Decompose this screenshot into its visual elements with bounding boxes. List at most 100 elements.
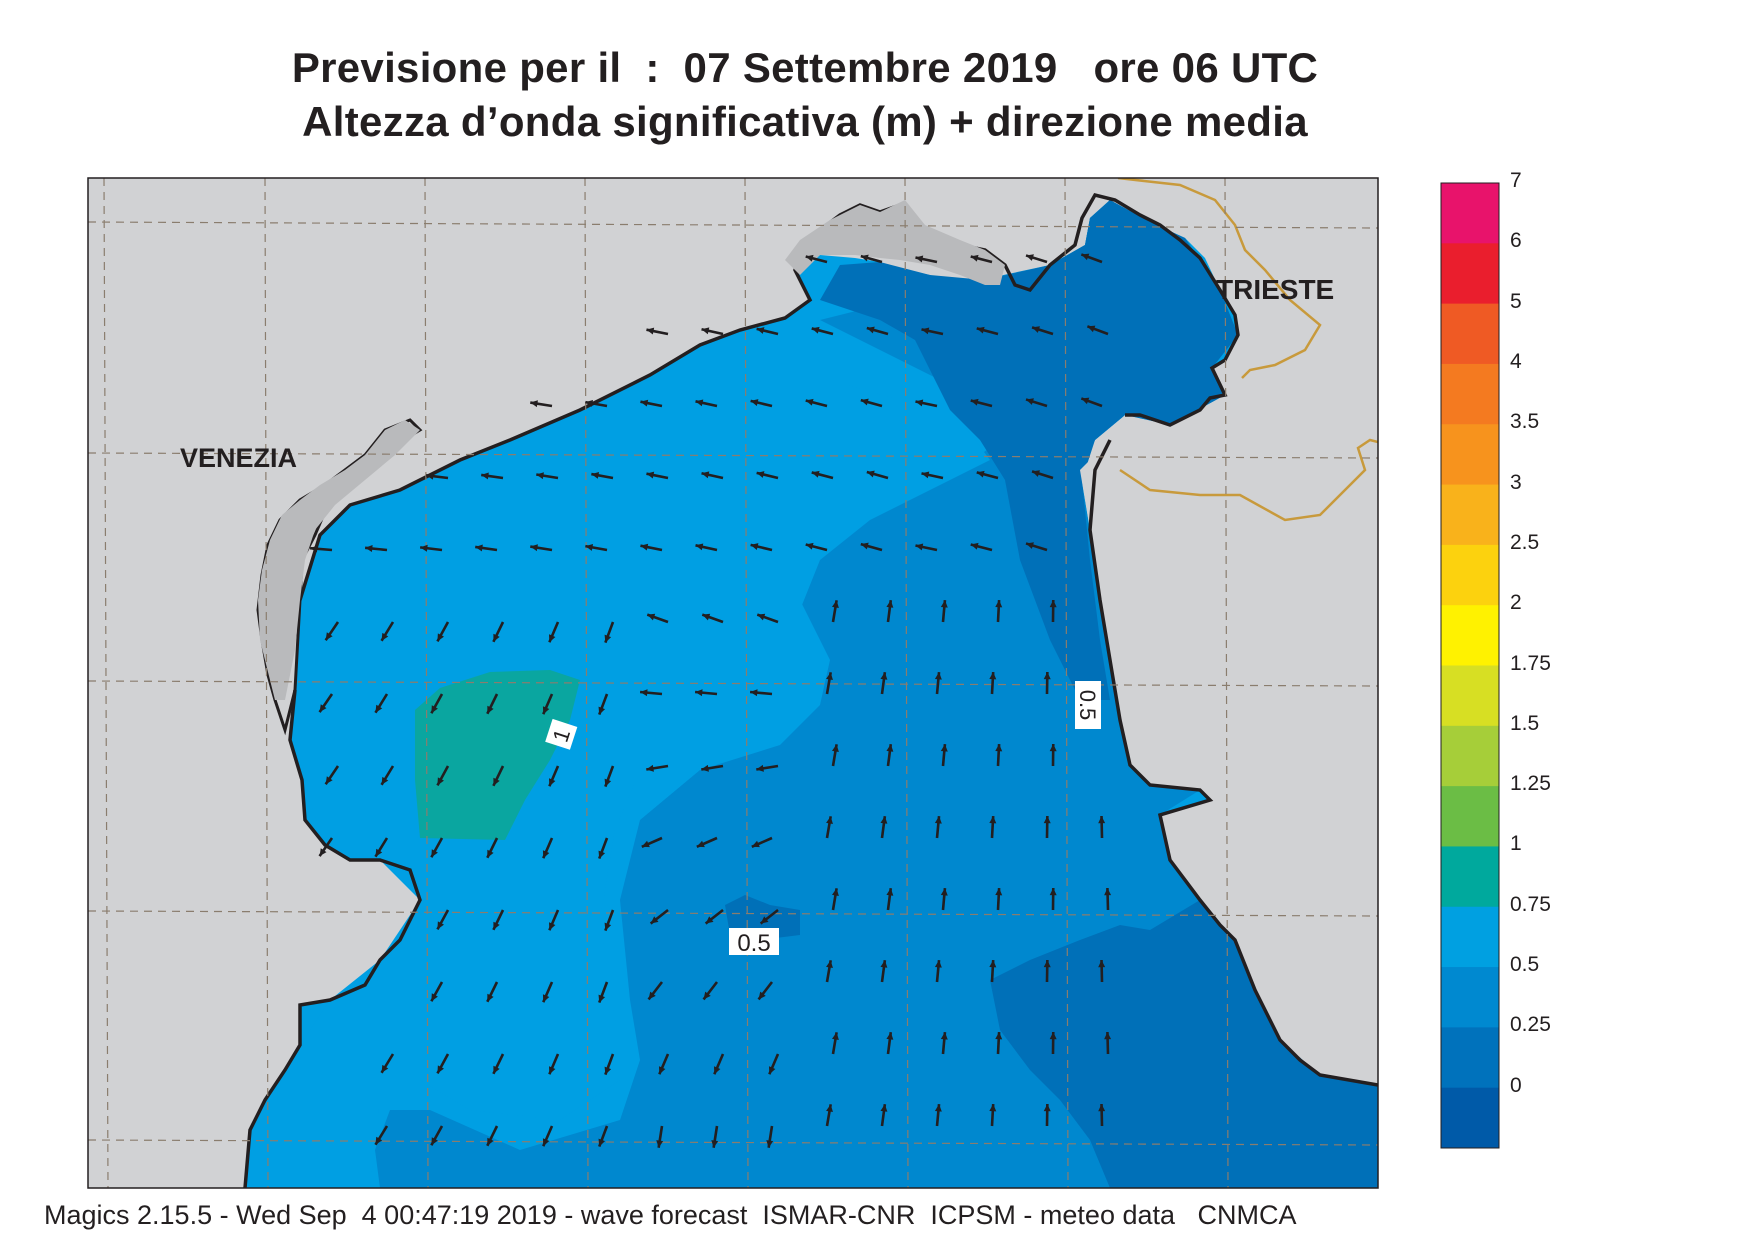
direction-arrow-head: [995, 744, 1003, 752]
direction-arrow-head: [703, 991, 711, 1000]
colorbar-label: 3.5: [1510, 410, 1540, 434]
direction-arrow-head: [640, 689, 648, 697]
direction-arrow-head: [585, 399, 594, 407]
direction-arrow-head: [832, 744, 839, 752]
direction-arrow-head: [437, 633, 444, 642]
direction-arrow-head: [431, 993, 438, 1002]
direction-arrow-head: [650, 916, 659, 924]
direction-arrow-head: [826, 672, 833, 681]
direction-arrow-head: [646, 327, 655, 335]
direction-arrow-head: [886, 888, 894, 896]
direction-arrow-head: [826, 816, 833, 825]
direction-arrow-head: [757, 613, 766, 621]
direction-arrow-head: [1098, 1104, 1106, 1112]
direction-arrow-head: [915, 399, 924, 407]
direction-arrow-head: [493, 1065, 500, 1074]
direction-arrow-head: [711, 1140, 719, 1148]
direction-arrow-head: [756, 764, 764, 772]
direction-arrow-head: [604, 1066, 612, 1075]
direction-arrow-head: [640, 399, 649, 407]
direction-arrow-head: [648, 991, 656, 1000]
place-label-trieste: TRIESTE: [1216, 274, 1334, 305]
colorbar-label: 5: [1510, 289, 1522, 313]
direction-arrow-head: [934, 960, 942, 968]
colorbar-swatch: [1441, 786, 1499, 847]
direction-arrow-head: [880, 816, 888, 824]
direction-arrow-head: [756, 471, 765, 478]
direction-arrow-head: [750, 399, 759, 406]
colorbar: [1440, 182, 1500, 1149]
colorbar-swatch: [1441, 363, 1499, 425]
svg-text:0.5: 0.5: [737, 930, 770, 957]
direction-arrow-head: [766, 1140, 774, 1148]
direction-arrow-head: [1032, 326, 1040, 333]
colorbar-label: 7: [1510, 169, 1522, 192]
wave-direction-arrows: [309, 253, 1112, 1148]
direction-arrow-head: [542, 994, 550, 1003]
colorbar-label: 0.5: [1510, 953, 1540, 977]
direction-arrow-head: [886, 1032, 894, 1040]
direction-arrow-head: [886, 744, 894, 752]
direction-arrow-head: [426, 472, 434, 480]
direction-arrow-head: [493, 633, 500, 642]
direction-arrow-head: [760, 916, 769, 924]
direction-arrow-head: [880, 960, 888, 968]
colorbar-label: 2: [1510, 591, 1522, 615]
direction-arrow-head: [695, 543, 704, 551]
direction-arrow-head: [915, 543, 924, 551]
direction-arrow-head: [989, 672, 997, 680]
direction-arrow-head: [989, 816, 997, 824]
direction-arrow-head: [437, 1065, 444, 1074]
direction-arrow-head: [381, 632, 389, 641]
direction-arrow-head: [751, 840, 760, 848]
colorbar-label: 1.5: [1510, 711, 1540, 735]
graticule: [88, 178, 1378, 1188]
direction-arrow-head: [934, 816, 942, 824]
colorbar-swatch: [1441, 665, 1499, 727]
direction-arrow-head: [880, 672, 888, 680]
direction-arrow-head: [1043, 672, 1051, 680]
direction-arrow-head: [1049, 600, 1057, 608]
direction-arrow-head: [375, 848, 383, 857]
direction-arrow-head: [860, 542, 869, 550]
contour-label-05-east: 0.5: [1075, 681, 1101, 729]
direction-arrow-head: [647, 613, 656, 621]
direction-arrow-head: [701, 764, 709, 772]
direction-arrow-head: [548, 778, 556, 787]
direction-arrow-head: [437, 921, 444, 930]
direction-arrow-head: [604, 778, 612, 787]
direction-arrow-head: [866, 326, 875, 334]
direction-arrow-head: [1043, 816, 1051, 824]
colorbar-swatch: [1441, 605, 1499, 666]
direction-arrow-head: [319, 848, 327, 857]
direction-arrow-head: [640, 543, 649, 551]
colorbar-swatch: [1441, 967, 1499, 1028]
direction-arrow-head: [976, 326, 985, 334]
direction-arrow-head: [598, 706, 606, 715]
direction-arrow-head: [1032, 470, 1040, 477]
direction-arrow-head: [641, 840, 650, 848]
direction-arrow-head: [1104, 888, 1112, 896]
direction-arrow-head: [591, 471, 600, 479]
direction-arrow-head: [701, 471, 710, 479]
colorbar-label: 1.75: [1510, 651, 1551, 675]
direction-arrow-head: [487, 1137, 494, 1146]
direction-arrow-head: [934, 1104, 942, 1112]
direction-arrow-head: [604, 634, 612, 643]
direction-arrow-head: [481, 472, 489, 480]
direction-arrow-head: [832, 1032, 839, 1040]
direction-arrow-head: [811, 326, 820, 334]
direction-arrow-head: [548, 634, 556, 643]
venice-land-mass: [258, 420, 420, 700]
direction-arrow-head: [832, 600, 839, 608]
direction-arrow-head: [1049, 1032, 1057, 1040]
direction-arrow-head: [811, 470, 820, 478]
direction-arrow-head: [970, 398, 979, 406]
direction-arrow-head: [1026, 542, 1034, 549]
direction-arrow-head: [437, 777, 444, 786]
direction-arrow-head: [542, 850, 550, 859]
direction-arrow-head: [989, 960, 997, 968]
direction-arrow-head: [1049, 744, 1057, 752]
direction-arrow-head: [940, 1032, 948, 1040]
direction-arrow-head: [598, 1138, 606, 1147]
